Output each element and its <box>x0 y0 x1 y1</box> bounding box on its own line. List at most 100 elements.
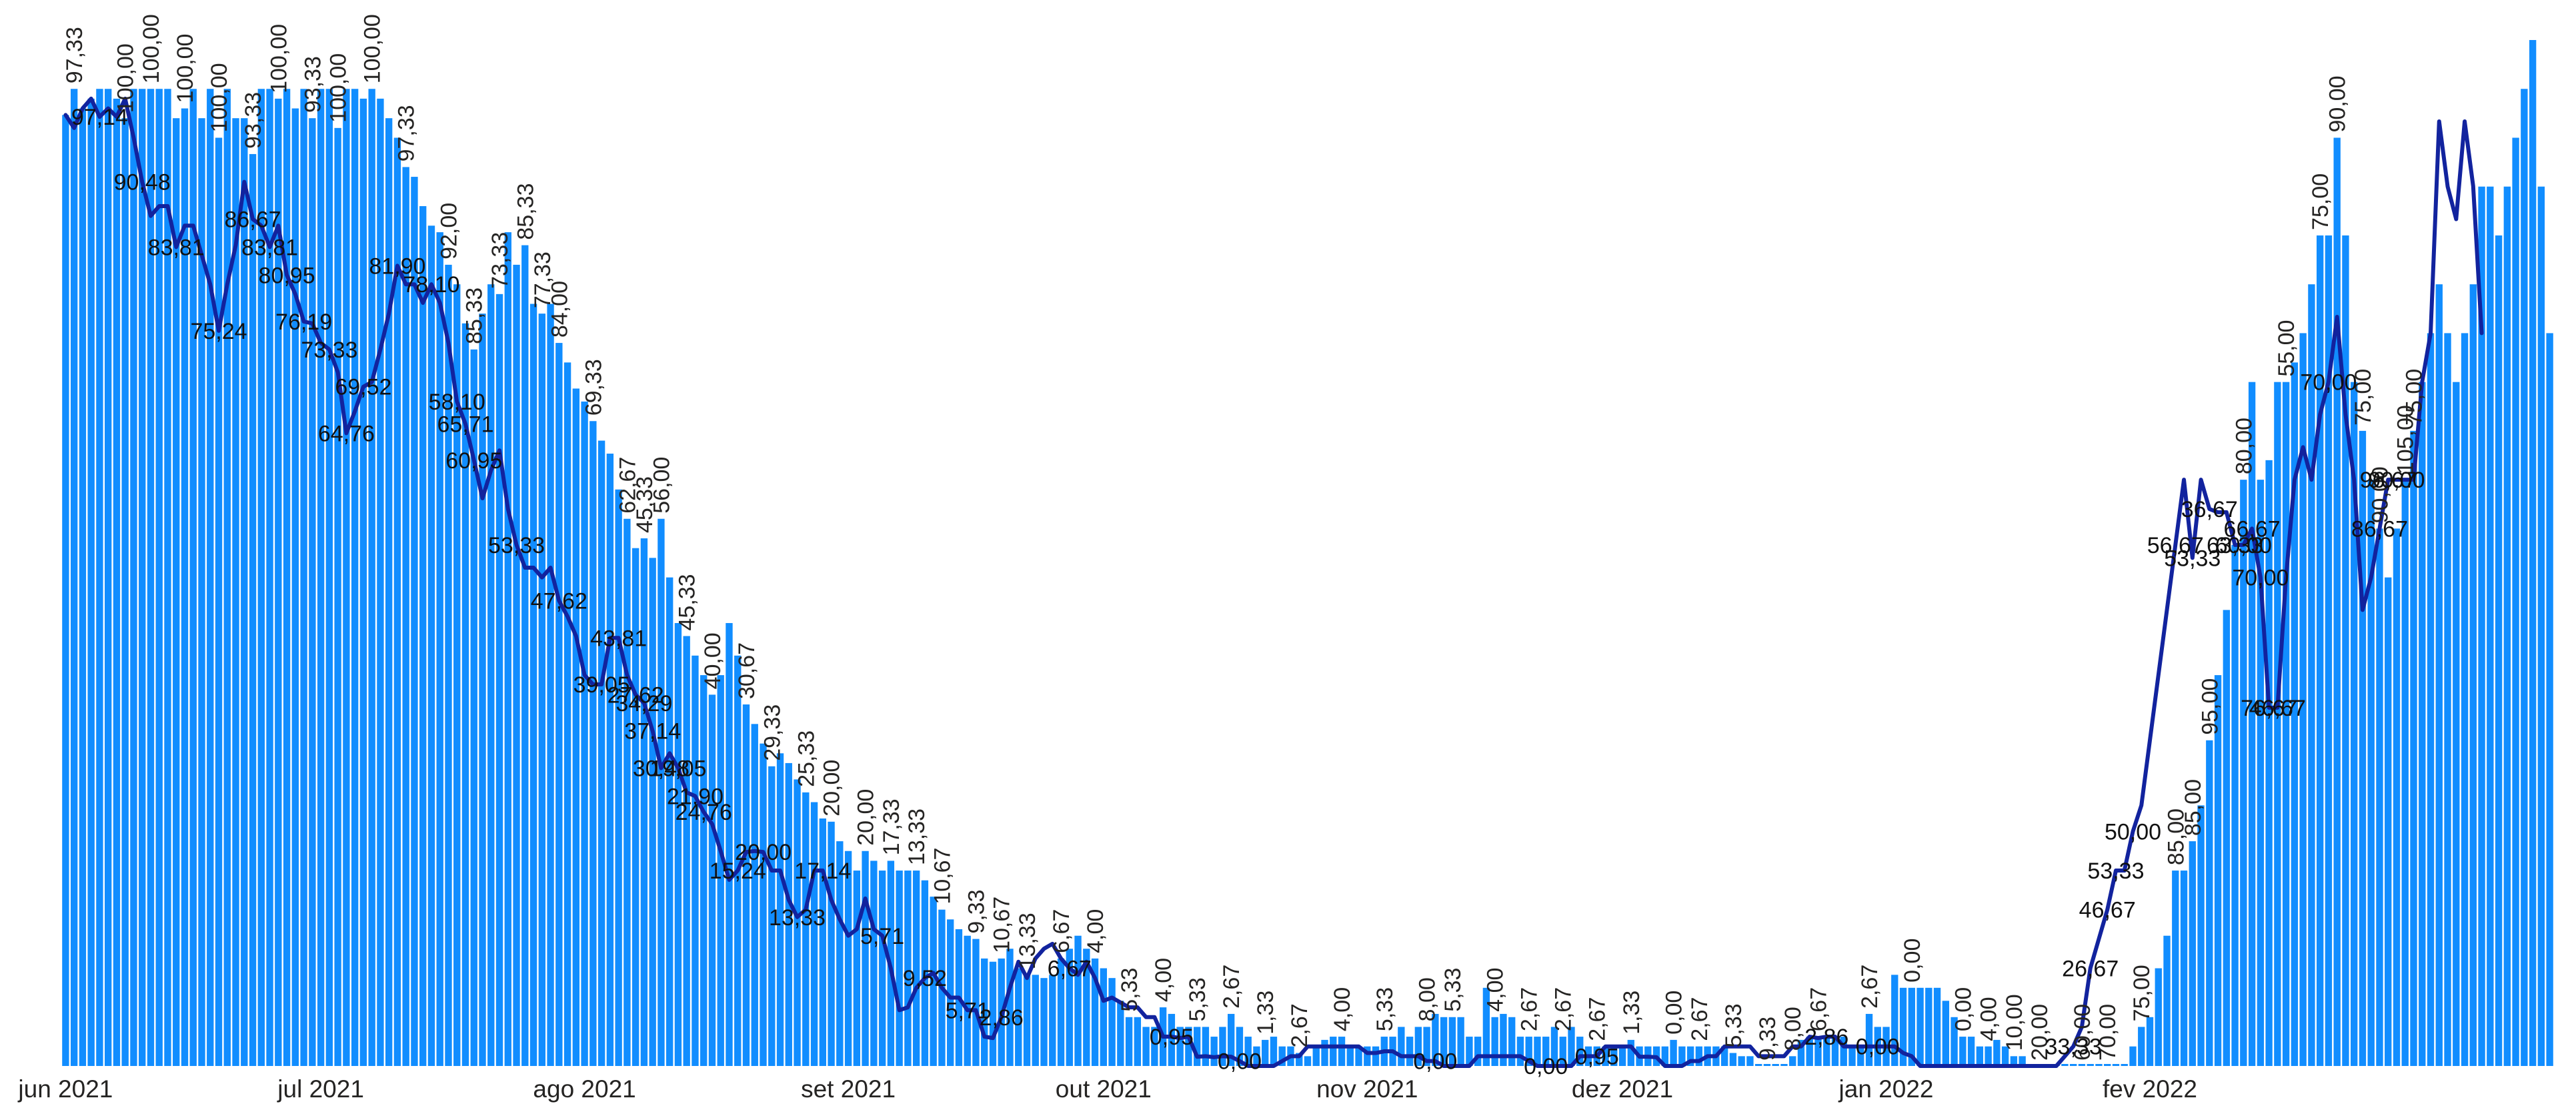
bar[interactable] <box>2393 528 2401 1066</box>
bar[interactable] <box>1491 1017 1498 1066</box>
bar[interactable] <box>173 118 180 1067</box>
bar[interactable] <box>1228 1013 1235 1066</box>
bar[interactable] <box>1151 1027 1158 1066</box>
bar[interactable] <box>853 871 861 1066</box>
bar[interactable] <box>317 89 325 1067</box>
bar[interactable] <box>768 766 776 1066</box>
bar[interactable] <box>836 841 844 1066</box>
bar[interactable] <box>402 167 409 1066</box>
bar[interactable] <box>674 623 682 1066</box>
bar[interactable] <box>1933 987 1941 1066</box>
bar[interactable] <box>309 118 316 1067</box>
bar[interactable] <box>1414 1027 1422 1066</box>
bar[interactable] <box>776 753 784 1066</box>
bar[interactable] <box>181 108 189 1066</box>
bar[interactable] <box>1006 949 1014 1066</box>
bar[interactable] <box>1440 1017 1448 1066</box>
bar[interactable] <box>2444 333 2451 1067</box>
bar[interactable] <box>2282 382 2290 1067</box>
bar[interactable] <box>862 851 869 1066</box>
bar[interactable] <box>2521 89 2528 1067</box>
bar[interactable] <box>1432 1013 1439 1066</box>
bar[interactable] <box>1466 1037 1473 1066</box>
bar[interactable] <box>1780 1064 1788 1066</box>
bar[interactable] <box>785 762 792 1066</box>
bar[interactable] <box>445 264 452 1066</box>
bar[interactable] <box>1091 958 1099 1066</box>
bar[interactable] <box>1210 1037 1218 1066</box>
bar[interactable] <box>1840 1037 1847 1066</box>
bar[interactable] <box>2155 968 2162 1066</box>
bar[interactable] <box>1661 1046 1668 1066</box>
bar[interactable] <box>2427 333 2435 1067</box>
bar[interactable] <box>2537 186 2545 1067</box>
bar[interactable] <box>241 118 248 1067</box>
bar[interactable] <box>359 98 367 1066</box>
bar[interactable] <box>470 349 477 1066</box>
bar[interactable] <box>1312 1046 1320 1066</box>
bar[interactable] <box>2529 40 2537 1066</box>
bar[interactable] <box>2385 577 2392 1066</box>
bar[interactable] <box>2163 935 2171 1066</box>
bar[interactable] <box>1125 1017 1133 1066</box>
bar[interactable] <box>1686 1046 1694 1066</box>
bar[interactable] <box>1618 1046 1626 1066</box>
bar[interactable] <box>1899 987 1907 1066</box>
bar[interactable] <box>1108 978 1116 1066</box>
bar[interactable] <box>529 304 537 1066</box>
bar[interactable] <box>2333 137 2341 1067</box>
bar[interactable] <box>521 245 529 1067</box>
bar[interactable] <box>1202 1027 1210 1066</box>
bar[interactable] <box>1993 1039 2001 1066</box>
bar[interactable] <box>1857 1046 1864 1066</box>
bar[interactable] <box>2138 1027 2145 1066</box>
bar[interactable] <box>1278 1046 1286 1066</box>
bar[interactable] <box>2121 1064 2128 1066</box>
bar[interactable] <box>700 675 708 1066</box>
bar[interactable] <box>964 935 971 1066</box>
bar[interactable] <box>692 655 699 1066</box>
bar[interactable] <box>649 558 656 1066</box>
bar[interactable] <box>538 314 545 1066</box>
bar[interactable] <box>2487 186 2494 1067</box>
bar[interactable] <box>1985 1046 1992 1066</box>
bar[interactable] <box>572 388 580 1066</box>
bar[interactable] <box>2495 235 2503 1067</box>
bar[interactable] <box>2180 871 2188 1066</box>
bar[interactable] <box>343 89 350 1067</box>
bar[interactable] <box>1763 1064 1771 1066</box>
bar[interactable] <box>1738 1056 1745 1066</box>
bar[interactable] <box>2453 382 2460 1067</box>
bar[interactable] <box>147 89 155 1067</box>
bar[interactable] <box>658 518 665 1066</box>
bar[interactable] <box>1372 1046 1380 1066</box>
bar[interactable] <box>555 343 563 1066</box>
bar[interactable] <box>1304 1056 1312 1066</box>
bar[interactable] <box>981 958 988 1066</box>
bar[interactable] <box>2546 333 2553 1067</box>
bar[interactable] <box>1848 1046 1856 1066</box>
bar[interactable] <box>1168 1013 1176 1066</box>
bar[interactable] <box>1253 1046 1260 1066</box>
bar[interactable] <box>1330 1037 1337 1066</box>
bar[interactable] <box>504 232 511 1066</box>
bar[interactable] <box>1142 1027 1150 1066</box>
bar[interactable] <box>2376 528 2383 1066</box>
bar[interactable] <box>878 871 886 1066</box>
bar[interactable] <box>1754 1064 1762 1066</box>
bar[interactable] <box>683 636 690 1067</box>
bar[interactable] <box>495 294 503 1067</box>
bar[interactable] <box>1508 1017 1516 1066</box>
bar[interactable] <box>2070 1064 2077 1066</box>
bar[interactable] <box>1100 968 1107 1066</box>
bar[interactable] <box>1789 1056 1796 1066</box>
bar[interactable] <box>2316 235 2324 1067</box>
bar[interactable] <box>751 724 758 1066</box>
bar[interactable] <box>2172 871 2179 1066</box>
bar[interactable] <box>1602 1046 1609 1066</box>
bar[interactable] <box>1219 1027 1226 1066</box>
bar[interactable] <box>742 704 750 1066</box>
bar[interactable] <box>912 871 920 1066</box>
bar[interactable] <box>2367 480 2375 1066</box>
bar[interactable] <box>1134 1017 1142 1066</box>
